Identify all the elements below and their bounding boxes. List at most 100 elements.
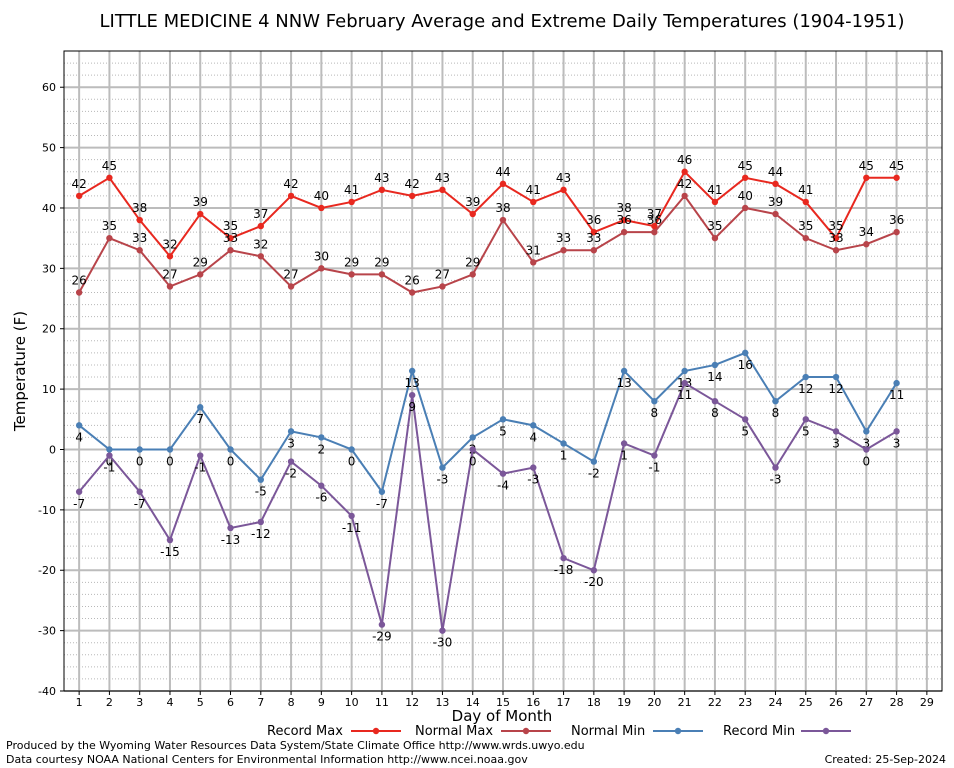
data-label: 38 [495,201,510,215]
data-point [802,198,809,206]
series-line [78,194,897,294]
data-point [287,283,295,290]
legend-swatch-marker [372,727,380,735]
data-point [469,210,476,218]
data-point [651,222,658,230]
data-point [197,404,204,411]
series-line [78,351,898,495]
data-label: 0 [227,454,235,468]
data-point [863,446,870,453]
x-tick-label: 1 [76,696,83,709]
data-point [742,204,749,212]
x-tick-label: 28 [890,696,904,709]
data-label: -2 [285,467,297,481]
y-tick-label: 20 [42,323,56,336]
data-label: 12 [828,382,843,396]
data-point [75,488,83,495]
data-label: 27 [435,267,450,281]
footer-produced-by: Produced by the Wyoming Water Resources … [6,739,585,752]
data-point [651,228,658,236]
data-label: 12 [798,382,813,396]
x-tick-label: 2 [106,696,113,709]
data-label: -29 [372,630,392,644]
y-tick-label: -20 [38,564,56,577]
data-point [439,464,446,471]
legend-swatch-marker [674,727,682,735]
data-point [530,464,537,471]
data-point [651,452,658,459]
data-point [227,524,234,532]
data-point [469,446,476,453]
data-label: 43 [435,171,450,185]
data-label: 37 [647,207,662,221]
data-point [408,192,416,200]
data-point [166,536,174,544]
data-point [257,476,264,483]
data-label: 29 [374,255,389,269]
data-label: 42 [71,177,86,191]
data-point [681,379,688,387]
data-point [318,265,325,272]
data-point [75,192,83,200]
data-point [742,174,749,181]
data-label: 5 [741,424,749,438]
data-label: -6 [315,491,327,505]
data-point [227,247,234,254]
data-point [802,416,809,423]
data-point [530,422,537,429]
data-label: 26 [71,274,86,288]
data-point [772,397,779,405]
data-point [257,222,264,230]
data-label: -18 [554,563,574,577]
data-point [348,271,355,278]
data-point [499,416,507,423]
y-tick-label: 30 [42,262,56,275]
data-point [257,253,264,260]
data-label: 41 [798,183,813,197]
data-label: 39 [768,195,783,209]
x-tick-label: 5 [197,696,204,709]
data-label: 3 [862,436,870,450]
x-tick-label: 23 [738,696,752,709]
data-point [348,446,355,453]
data-point [348,512,355,520]
x-tick-label: 20 [647,696,661,709]
data-point [893,428,900,435]
data-point [318,204,325,212]
data-point [832,234,840,242]
footer-courtesy: Data courtesy NOAA National Centers for … [6,753,528,766]
data-label: 1 [560,448,568,462]
y-tick-label: -40 [38,685,56,698]
data-point [651,397,658,405]
data-label: 29 [344,255,359,269]
data-label: 36 [616,213,631,227]
data-label: 0 [862,454,870,468]
data-label: 39 [193,195,208,209]
y-tick-label: 10 [42,383,56,396]
data-point [106,446,113,453]
data-label: 36 [586,213,601,227]
data-point [742,349,749,357]
data-point [136,488,143,495]
x-tick-label: 15 [496,696,510,709]
data-label: -20 [584,575,604,589]
x-tick-label: 26 [829,696,843,709]
data-point [560,186,567,194]
x-tick-label: 13 [435,696,449,709]
data-label: 2 [318,442,326,456]
data-point [560,554,567,562]
data-label: 30 [314,249,329,263]
data-point [106,174,113,181]
data-label: -15 [160,545,180,559]
data-label: 41 [707,183,722,197]
series-line [78,170,897,258]
data-label: 0 [166,454,174,468]
data-point [802,373,809,381]
data-label: 13 [405,376,420,390]
data-point [106,452,113,459]
data-label: 14 [707,370,722,384]
legend-swatch-marker [522,727,530,735]
